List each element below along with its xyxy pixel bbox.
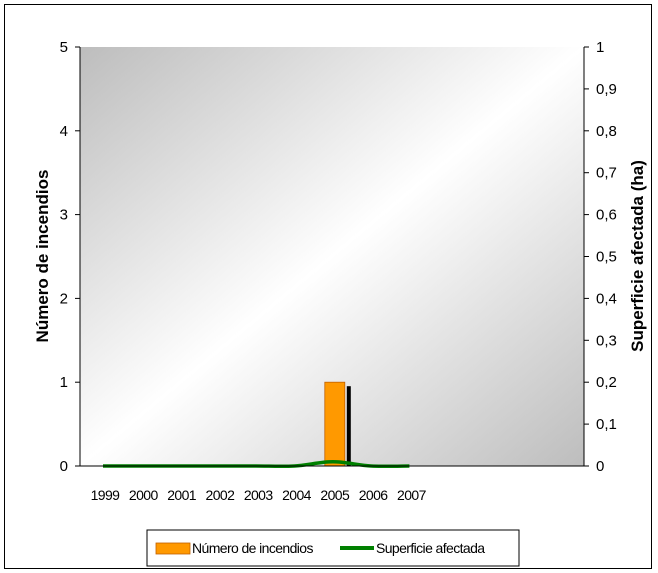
x-tick-label: 2004 [282,487,312,503]
y-tick-label: 0 [60,458,68,475]
y2-tick-label: 0,4 [596,290,617,307]
y2-tick-label: 0,8 [596,123,617,140]
y2-tick-label: 0,2 [596,374,617,391]
x-tick-label: 2003 [244,487,274,503]
x-tick-label: 2000 [129,487,159,503]
y2-tick-label: 0,9 [596,81,617,98]
y2-tick-label: 0,6 [596,207,617,224]
legend: Número de incendios Superficie afectada [146,529,520,567]
x-tick-label: 2001 [167,487,197,503]
legend-box [146,529,520,567]
y-tick-label: 1 [60,374,68,391]
x-tick-label: 2002 [206,487,236,503]
y2-tick-label: 0,5 [596,249,617,266]
y-tick-label: 2 [60,290,68,307]
x-tick-label: 2007 [397,487,427,503]
x-tick-label: 2006 [359,487,389,503]
y2-tick-label: 0,3 [596,332,617,349]
y2-tick-label: 0 [596,458,604,475]
y2-tick-label: 0,1 [596,416,617,433]
legend-label-line: Superficie afectada [376,540,485,556]
bar [324,381,346,467]
x-tick-label: 2005 [320,487,350,503]
legend-swatch-bar [155,542,191,555]
y-axis-title: Número de incendios [33,170,52,343]
y-tick-label: 5 [60,39,68,56]
y-tick-label: 3 [60,207,68,224]
legend-label-bar: Número de incendios [192,540,313,556]
bar-shadow [346,386,351,466]
y2-tick-label: 1 [596,39,604,56]
y2-tick-label: 0,7 [596,165,617,182]
y-tick-label: 4 [60,123,68,140]
y2-axis-title: Superficie afectada (ha) [628,160,647,352]
x-tick-label: 1999 [91,487,121,503]
